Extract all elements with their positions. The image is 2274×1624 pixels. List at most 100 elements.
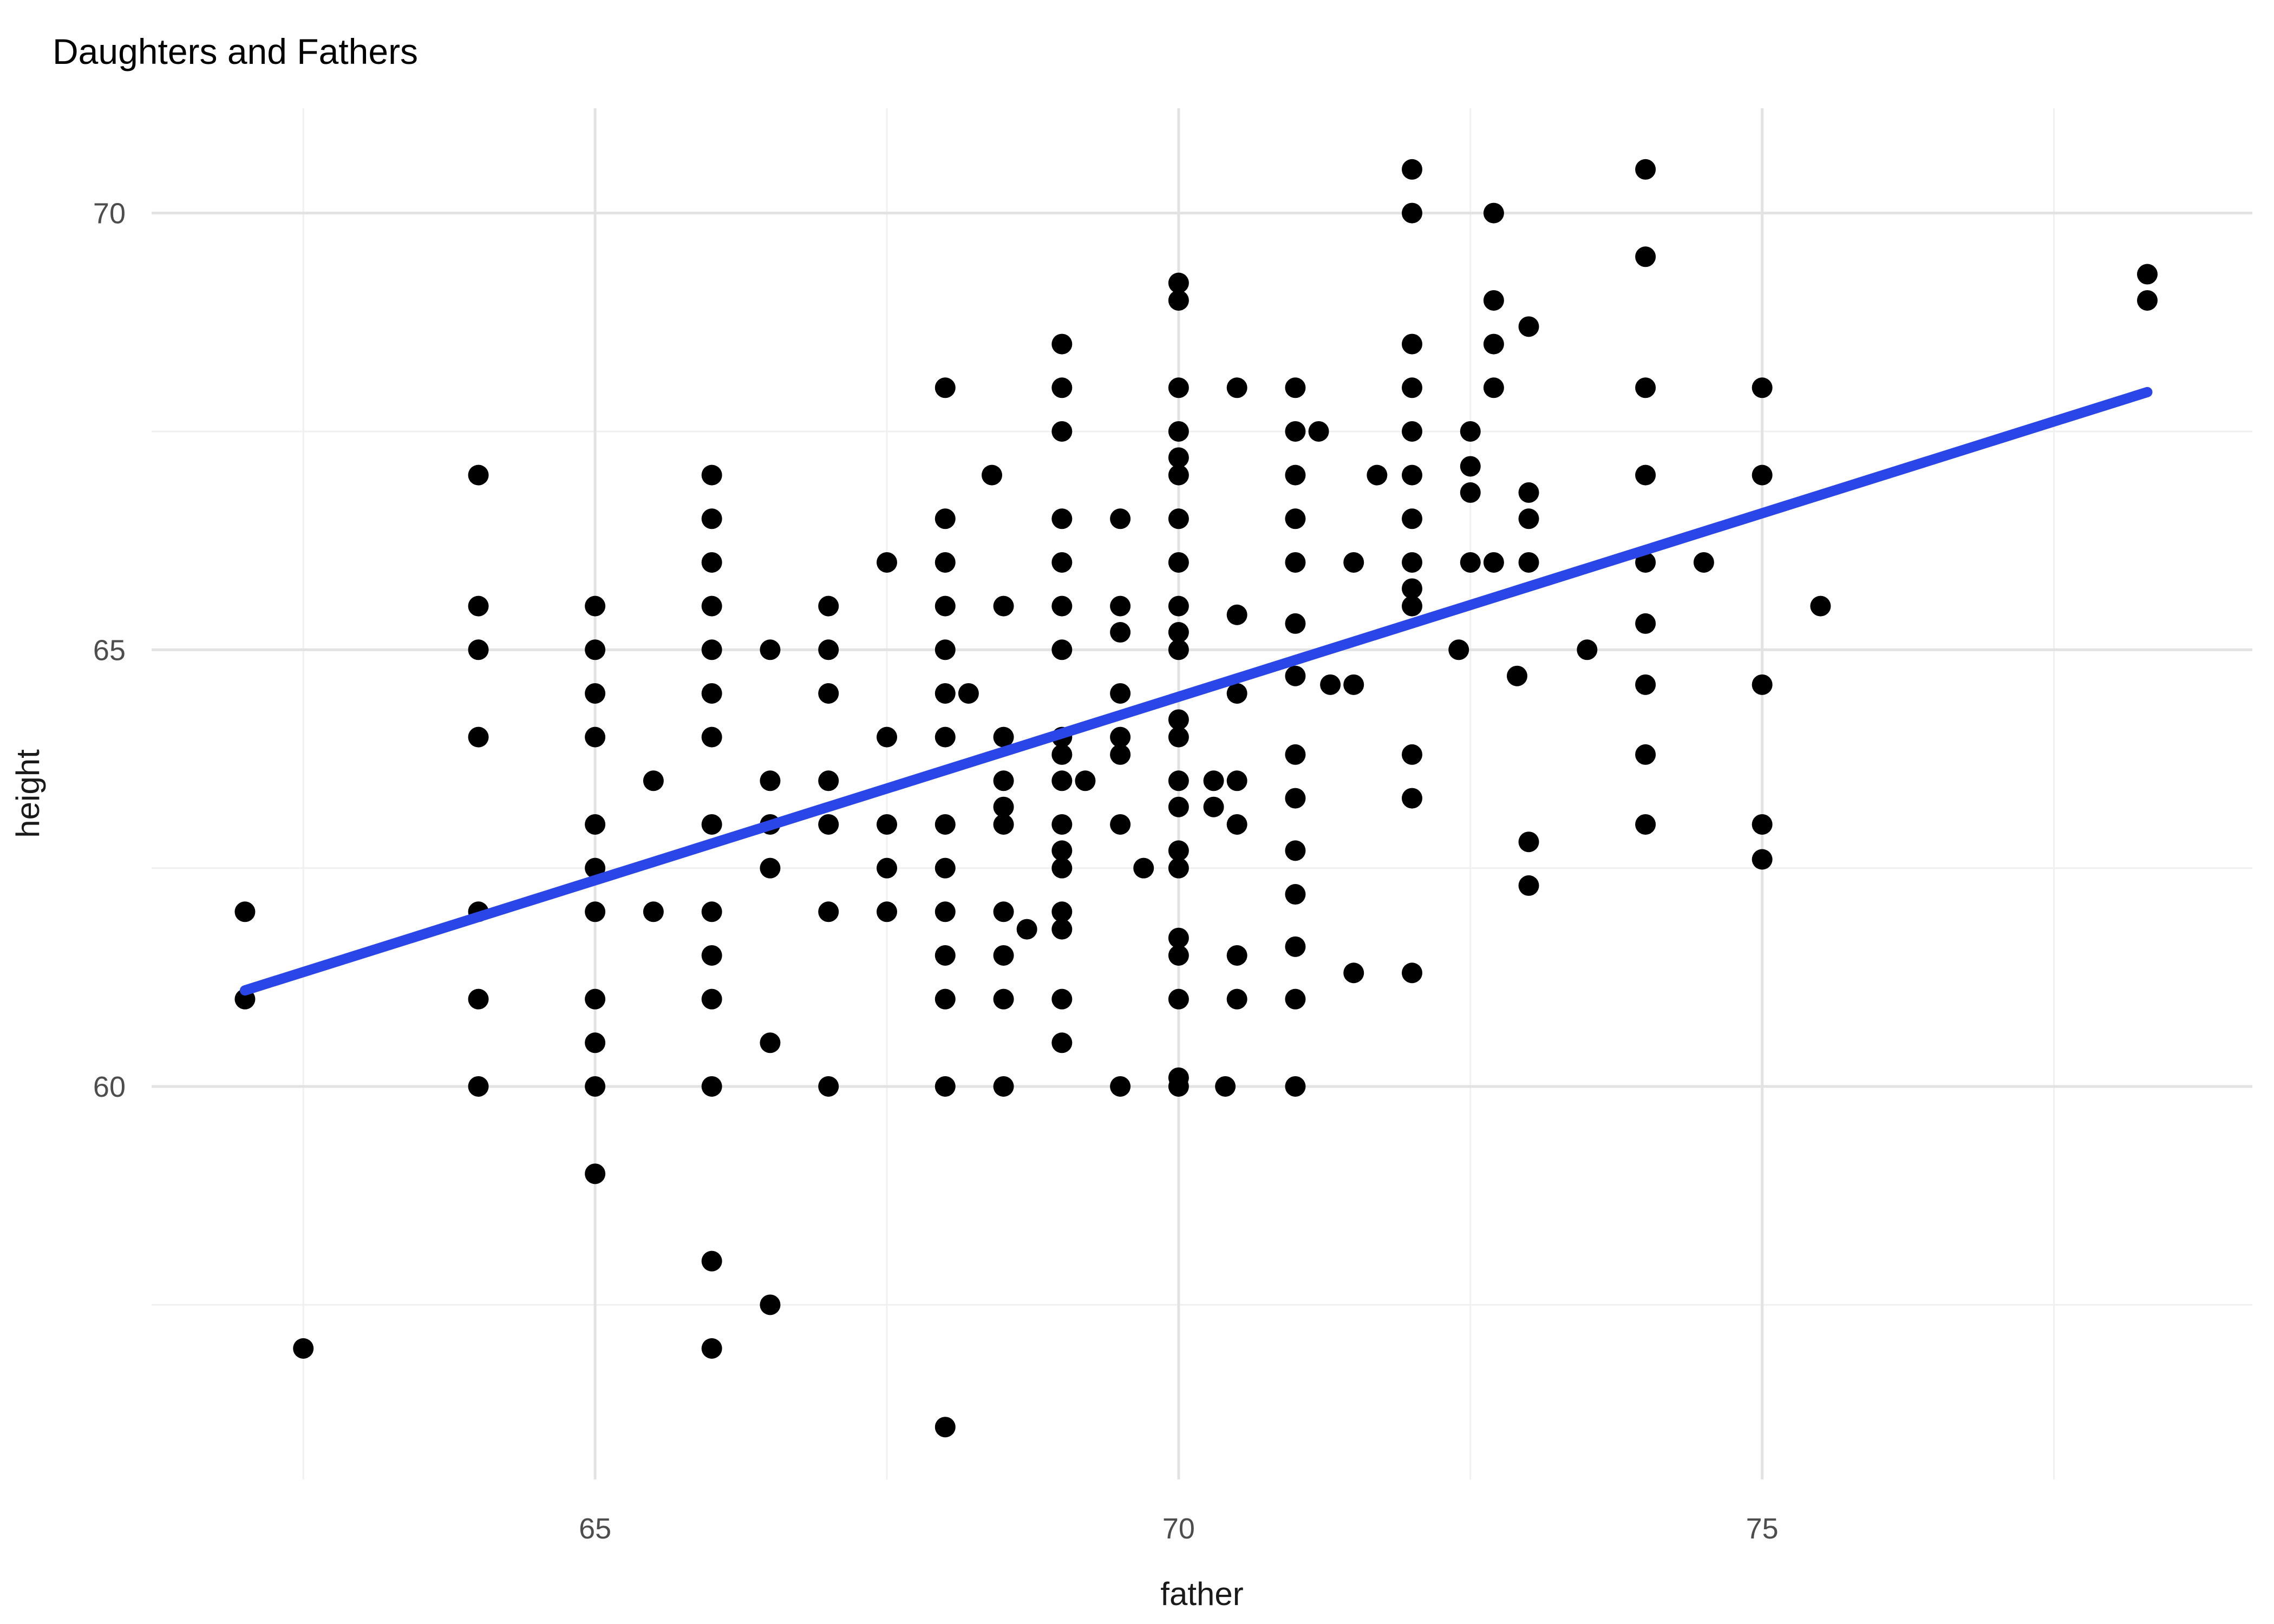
scatter-point bbox=[1051, 770, 1073, 791]
scatter-point bbox=[701, 595, 722, 617]
scatter-point bbox=[1168, 622, 1189, 643]
scatter-point bbox=[760, 1032, 781, 1053]
scatter-point bbox=[1483, 552, 1504, 573]
scatter-point bbox=[1402, 333, 1422, 355]
scatter-point bbox=[1635, 159, 1656, 180]
scatter-point bbox=[1168, 595, 1189, 617]
scatter-point bbox=[1285, 788, 1306, 809]
scatter-point bbox=[1051, 508, 1073, 529]
scatter-point bbox=[877, 901, 897, 922]
scatter-point bbox=[935, 377, 956, 398]
scatter-point bbox=[585, 639, 606, 660]
scatter-point bbox=[818, 814, 839, 835]
scatter-point bbox=[1168, 945, 1189, 966]
scatter-point bbox=[1110, 1076, 1131, 1097]
scatter-point bbox=[1226, 814, 1247, 835]
scatter-point bbox=[585, 683, 606, 704]
scatter-point bbox=[1051, 595, 1073, 617]
scatter-point bbox=[760, 857, 781, 879]
y-tick-label: 65 bbox=[93, 634, 126, 666]
scatter-point bbox=[585, 988, 606, 1010]
scatter-point bbox=[1483, 333, 1504, 355]
scatter-point bbox=[993, 988, 1014, 1010]
scatter-point bbox=[1402, 464, 1422, 486]
scatter-point bbox=[760, 770, 781, 791]
scatter-point bbox=[1051, 988, 1073, 1010]
scatter-point bbox=[935, 901, 956, 922]
scatter-point bbox=[1402, 552, 1422, 573]
scatter-point bbox=[982, 464, 1002, 486]
scatter-point bbox=[1460, 552, 1481, 573]
scatter-point bbox=[1168, 988, 1189, 1010]
scatter-point bbox=[1051, 421, 1073, 442]
chart-title: Daughters and Fathers bbox=[53, 31, 418, 71]
scatter-point bbox=[935, 945, 956, 966]
scatter-point bbox=[1110, 595, 1131, 617]
scatter-point bbox=[1051, 333, 1073, 355]
scatter-point bbox=[1168, 857, 1189, 879]
scatter-point bbox=[1752, 849, 1773, 870]
scatter-point bbox=[1285, 884, 1306, 905]
scatter-point bbox=[468, 595, 489, 617]
scatter-point bbox=[935, 639, 956, 660]
x-tick-label: 75 bbox=[1746, 1512, 1779, 1545]
scatter-point bbox=[993, 595, 1014, 617]
axis-tick-labels: 65 70 75 60 65 70 bbox=[93, 198, 1779, 1545]
scatter-point bbox=[1168, 1076, 1189, 1097]
scatter-point bbox=[993, 945, 1014, 966]
scatter-point bbox=[1402, 202, 1422, 224]
scatter-point bbox=[1226, 770, 1247, 791]
scatter-point bbox=[1285, 936, 1306, 957]
scatter-point bbox=[1635, 674, 1656, 695]
scatter-point bbox=[818, 1076, 839, 1097]
scatter-point bbox=[877, 814, 897, 835]
scatter-point bbox=[1367, 464, 1388, 486]
scatter-point bbox=[818, 639, 839, 660]
scatter-point bbox=[1226, 377, 1247, 398]
scatter-point bbox=[935, 683, 956, 704]
scatter-point bbox=[1402, 595, 1422, 617]
scatter-point bbox=[1460, 456, 1481, 477]
scatter-point bbox=[585, 726, 606, 748]
y-tick-label: 70 bbox=[93, 198, 126, 230]
scatter-point bbox=[1343, 674, 1364, 695]
scatter-point bbox=[1075, 770, 1096, 791]
scatter-point bbox=[1133, 857, 1154, 879]
scatter-point bbox=[1051, 377, 1073, 398]
scatter-point bbox=[1215, 1076, 1236, 1097]
scatter-point bbox=[1051, 1032, 1073, 1053]
scatter-point bbox=[1402, 578, 1422, 599]
scatter-point bbox=[1285, 464, 1306, 486]
scatter-point bbox=[1752, 464, 1773, 486]
scatter-point bbox=[1810, 595, 1831, 617]
scatter-point bbox=[1203, 796, 1224, 817]
scatter-point bbox=[935, 988, 956, 1010]
scatter-point bbox=[1168, 552, 1189, 573]
scatter-point bbox=[468, 726, 489, 748]
scatter-point bbox=[1110, 726, 1131, 748]
scatter-point bbox=[1051, 901, 1073, 922]
scatter-point bbox=[1226, 945, 1247, 966]
scatter-point bbox=[1016, 919, 1037, 940]
scatter-point bbox=[1483, 290, 1504, 311]
scatter-point bbox=[935, 814, 956, 835]
scatter-point bbox=[1168, 508, 1189, 529]
scatter-point bbox=[585, 901, 606, 922]
scatter-point bbox=[701, 945, 722, 966]
scatter-point bbox=[1343, 552, 1364, 573]
scatter-point bbox=[1110, 508, 1131, 529]
scatter-point bbox=[701, 726, 722, 748]
scatter-point bbox=[1226, 988, 1247, 1010]
x-tick-label: 65 bbox=[579, 1512, 611, 1545]
scatter-point bbox=[701, 552, 722, 573]
scatter-point bbox=[1285, 421, 1306, 442]
scatter-point bbox=[877, 726, 897, 748]
scatter-point bbox=[1635, 613, 1656, 634]
scatter-point bbox=[1507, 665, 1527, 686]
scatter-point bbox=[1226, 604, 1247, 625]
scatter-point bbox=[1635, 552, 1656, 573]
scatter-point bbox=[1402, 421, 1422, 442]
scatter-point bbox=[818, 595, 839, 617]
